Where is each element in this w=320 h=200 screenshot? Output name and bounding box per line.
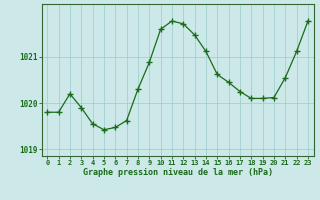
X-axis label: Graphe pression niveau de la mer (hPa): Graphe pression niveau de la mer (hPa) [83, 168, 273, 177]
